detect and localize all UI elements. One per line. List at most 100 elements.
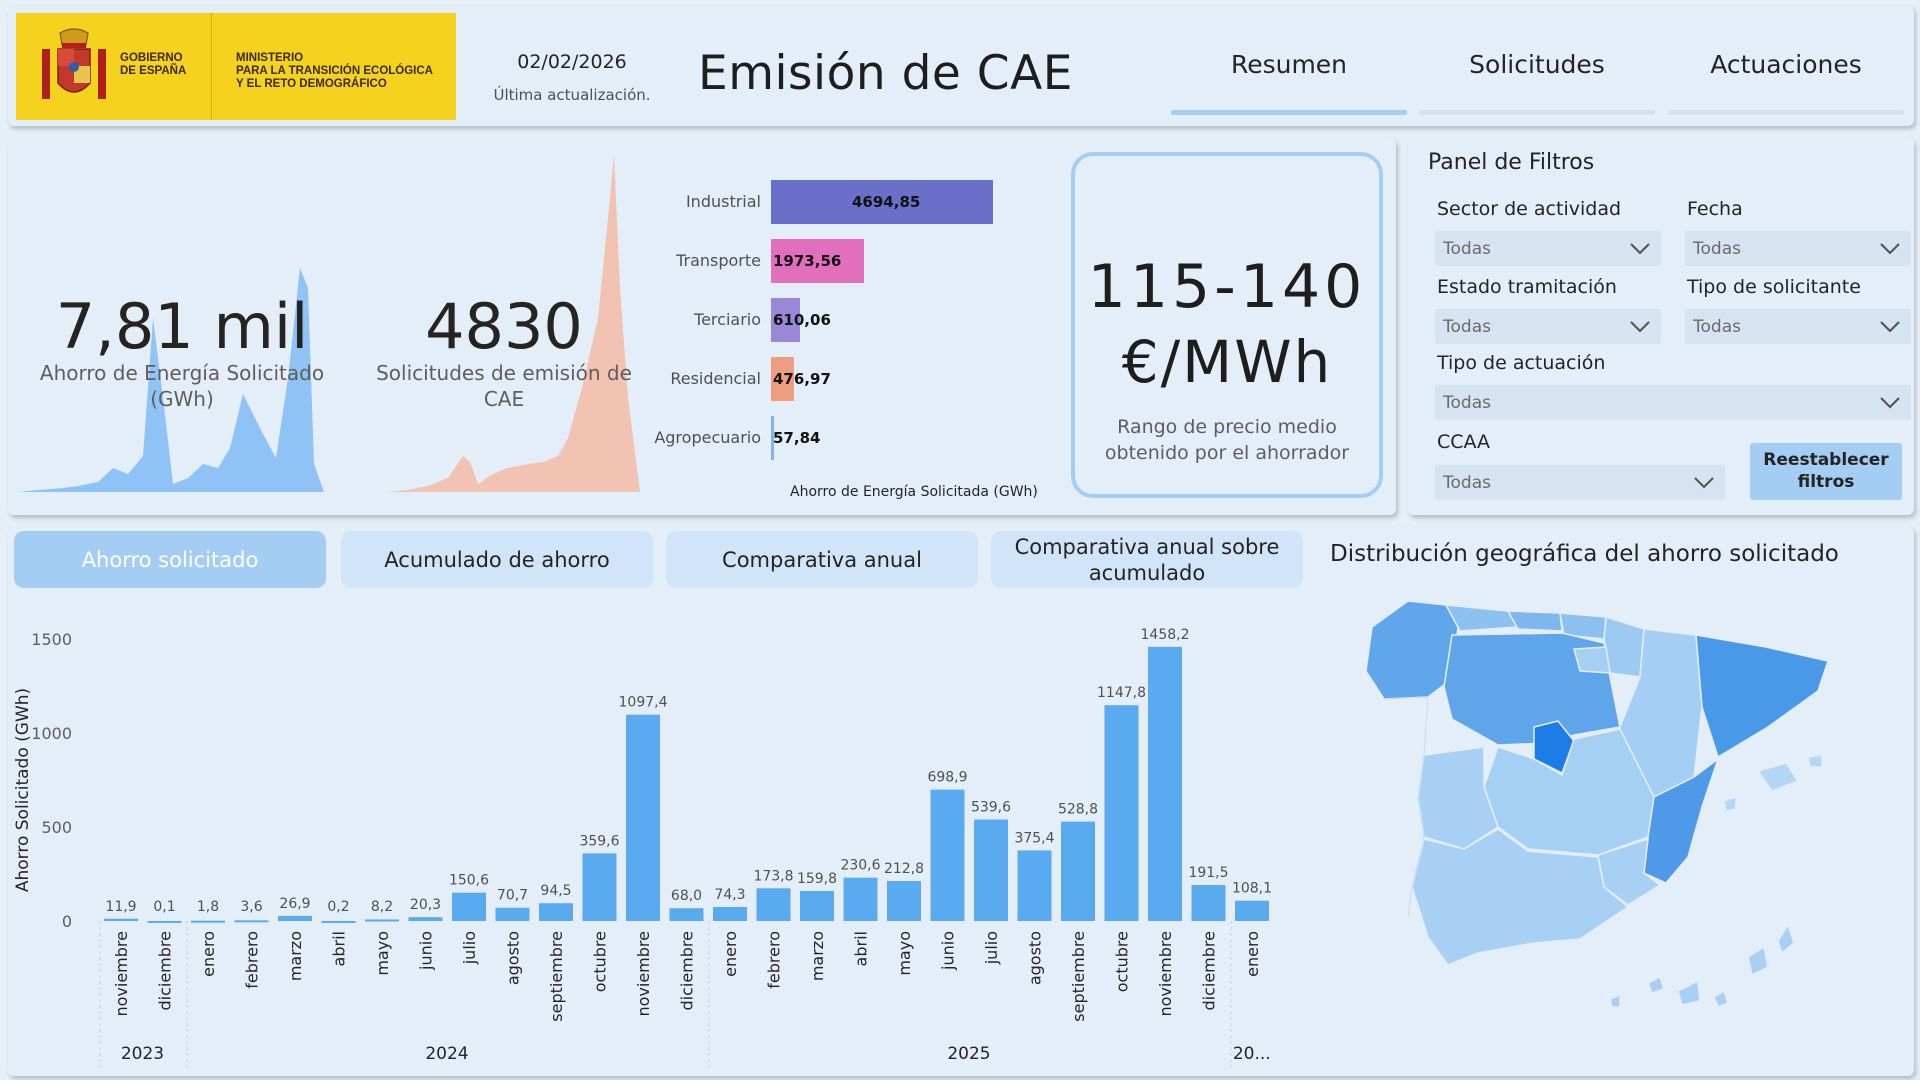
sector-value-terciario: 610,06 — [773, 311, 831, 329]
month-tick-label: marzo — [286, 931, 305, 981]
chart-bar[interactable] — [495, 907, 530, 921]
y-tick-label: 1500 — [31, 630, 72, 649]
sector-bar-residencial[interactable] — [771, 357, 794, 401]
filter-fecha-select[interactable]: Todas — [1685, 231, 1911, 266]
chart-bar[interactable] — [539, 903, 573, 921]
chart-bar[interactable] — [147, 920, 182, 923]
chart-bar[interactable] — [365, 919, 399, 922]
chart-bar[interactable] — [843, 877, 878, 921]
map-region-extremadura[interactable] — [1417, 746, 1499, 850]
sector-name-terciario: Terciario — [694, 310, 761, 329]
chart-y-axis-label: Ahorro Solicitado (GWh) — [13, 688, 33, 892]
filter-label-tipo-actuacion: Tipo de actuación — [1437, 352, 1606, 374]
chevron-down-icon — [1630, 321, 1650, 333]
filters-panel: Panel de Filtros Sector de actividad Tod… — [1408, 138, 1914, 515]
month-tick-label: marzo — [808, 931, 827, 981]
chart-bar[interactable] — [1148, 646, 1182, 921]
chart-bar[interactable] — [278, 915, 312, 921]
map-region-valencia[interactable] — [1643, 756, 1720, 884]
coat-of-arms-icon — [42, 28, 106, 99]
month-tick-label: febrero — [243, 931, 262, 989]
sector-value-agropecuario: 57,84 — [773, 429, 821, 447]
filter-fecha-value: Todas — [1693, 239, 1741, 259]
month-tick-label: febrero — [765, 931, 784, 989]
chart-bar[interactable] — [1104, 705, 1139, 921]
chart-bar[interactable] — [582, 853, 617, 921]
tab-actuaciones[interactable]: Actuaciones — [1668, 50, 1904, 115]
view-comparativa-anual-button[interactable]: Comparativa anual — [666, 531, 978, 588]
chart-bar[interactable] — [1191, 884, 1226, 921]
map-region-cantabria[interactable] — [1506, 610, 1563, 632]
chart-bar[interactable] — [756, 888, 791, 921]
map-region-baleares[interactable] — [1723, 754, 1823, 812]
sector-value-transporte: 1973,56 — [773, 252, 842, 270]
bar-data-label: 108,1 — [1232, 881, 1272, 897]
chart-bar[interactable] — [408, 917, 443, 921]
month-tick-label: noviembre — [634, 931, 653, 1017]
sector-bar-industrial[interactable] — [771, 180, 993, 224]
month-tick-label: mayo — [373, 931, 392, 976]
chart-bar[interactable] — [800, 890, 834, 921]
chart-bar[interactable] — [191, 920, 225, 923]
chart-bar[interactable] — [1061, 821, 1095, 921]
chart-bar[interactable] — [974, 819, 1008, 921]
chart-bar[interactable] — [104, 918, 138, 921]
chart-bar[interactable] — [887, 880, 921, 921]
requests-sparkline — [388, 154, 640, 492]
filter-ccaa-select[interactable]: Todas — [1435, 465, 1725, 500]
logo-separator — [211, 13, 212, 120]
filter-label-fecha: Fecha — [1687, 198, 1743, 220]
requests-value: 4830 — [425, 290, 583, 363]
filter-tipo-solicitante-value: Todas — [1693, 317, 1741, 337]
government-logo: GOBIERNO DE ESPAÑA MINISTERIO PARA LA TR… — [16, 13, 456, 120]
tab-resumen-label: Resumen — [1230, 50, 1348, 79]
map-region-castilla-leon[interactable] — [1443, 632, 1621, 746]
y-tick-label: 0 — [62, 912, 72, 931]
sector-bar-agropecuario[interactable] — [771, 416, 774, 460]
chart-bar[interactable] — [713, 907, 747, 921]
month-tick-label: noviembre — [1156, 931, 1175, 1017]
view-comparativa-acumulado-button[interactable]: Comparativa anual sobre acumulado — [991, 531, 1303, 588]
month-tick-label: mayo — [895, 931, 914, 976]
requests-label: Solicitudes de emisión de CAE — [376, 361, 632, 411]
map-region-andalucia[interactable] — [1411, 828, 1630, 966]
map-region-navarra[interactable] — [1603, 616, 1645, 678]
tab-resumen-underline — [1171, 110, 1407, 115]
filter-sector-select[interactable]: Todas — [1435, 231, 1661, 266]
tab-resumen[interactable]: Resumen — [1171, 50, 1407, 115]
filter-label-tipo-solicitante: Tipo de solicitante — [1687, 276, 1861, 298]
filter-estado-select[interactable]: Todas — [1435, 309, 1661, 344]
sector-value-residencial: 476,97 — [773, 370, 831, 388]
chart-bar[interactable] — [1235, 900, 1269, 921]
tab-solicitudes[interactable]: Solicitudes — [1419, 50, 1655, 115]
reset-filters-button[interactable]: Reestablecer filtros — [1750, 443, 1902, 500]
view-ahorro-solicitado-button[interactable]: Ahorro solicitado — [14, 531, 326, 588]
spain-choropleth-map[interactable] — [1348, 587, 1848, 1047]
map-region-canarias[interactable] — [1609, 923, 1795, 1008]
chart-y-ticks: 0 500 1000 1500 — [31, 630, 72, 931]
bar-data-label: 191,5 — [1188, 865, 1228, 881]
view-acumulado-button[interactable]: Acumulado de ahorro — [341, 531, 653, 588]
month-tick-label: septiembre — [547, 931, 566, 1022]
bar-data-label: 0,1 — [153, 899, 175, 915]
price-range-value: 115-140 — [1087, 252, 1367, 322]
sector-bar-terciario[interactable] — [771, 298, 800, 342]
map-title: Distribución geográfica del ahorro solic… — [1330, 541, 1839, 567]
month-tick-label: octubre — [1113, 931, 1132, 992]
page-title: Emisión de CAE — [698, 46, 1073, 101]
bar-data-label: 1097,4 — [619, 695, 668, 711]
filter-tipo-actuacion-select[interactable]: Todas — [1435, 385, 1911, 420]
chart-bar[interactable] — [321, 920, 356, 923]
chart-bar[interactable] — [669, 908, 704, 921]
chart-bar[interactable] — [1017, 850, 1052, 921]
map-region-cataluna[interactable] — [1695, 634, 1829, 759]
chart-bar[interactable] — [234, 920, 269, 923]
chart-bar[interactable] — [452, 892, 486, 921]
chart-bar[interactable] — [930, 789, 965, 921]
chart-bar[interactable] — [626, 714, 660, 921]
sector-bar-transporte[interactable] — [771, 239, 865, 283]
filter-tipo-solicitante-select[interactable]: Todas — [1685, 309, 1911, 344]
map-region-la-rioja[interactable] — [1573, 646, 1611, 674]
bar-data-label: 1147,8 — [1097, 685, 1146, 701]
bar-data-label: 159,8 — [797, 871, 837, 887]
